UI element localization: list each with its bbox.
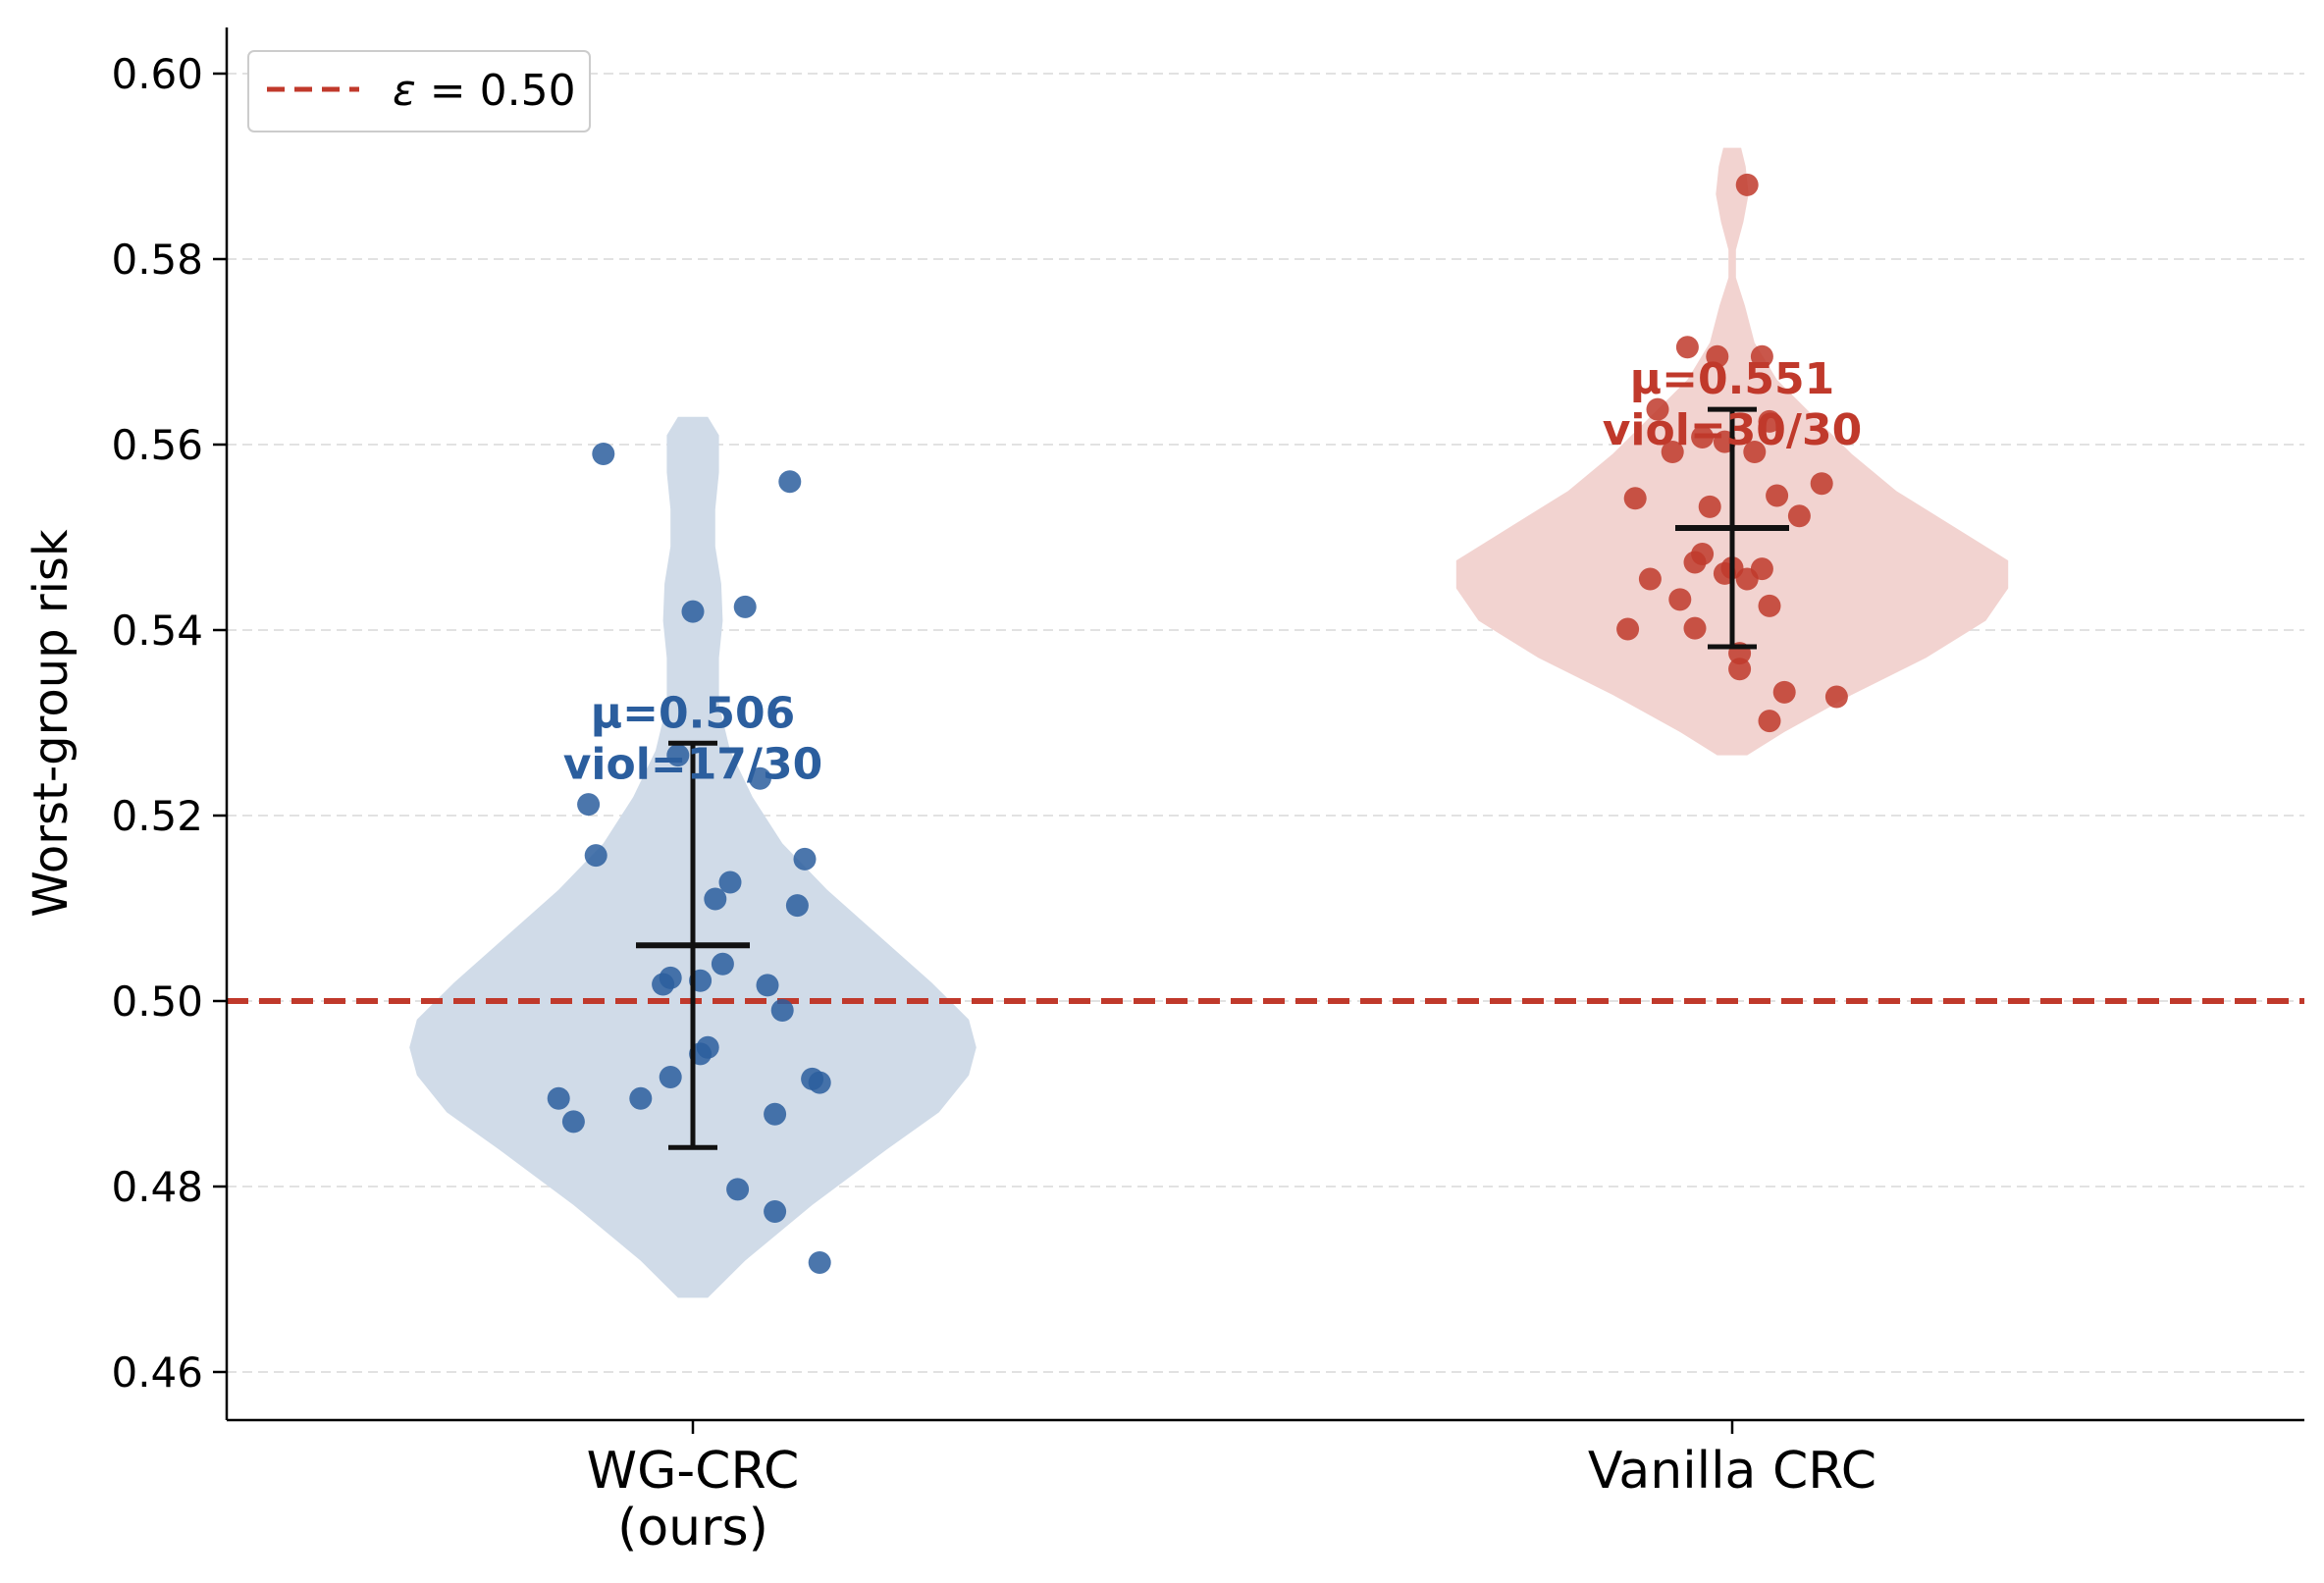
data-point	[577, 793, 601, 817]
y-axis-title: Worst-group risk	[24, 529, 79, 918]
axes	[225, 27, 2304, 1422]
y-tick-label: 0.54	[111, 607, 203, 655]
data-point	[652, 973, 675, 996]
legend-frame	[247, 50, 591, 132]
data-point	[666, 744, 690, 767]
mean-sd-bars	[636, 406, 1789, 1150]
data-point	[584, 844, 607, 868]
data-point	[1772, 680, 1796, 704]
data-point	[1668, 588, 1692, 611]
data-point	[592, 442, 615, 465]
data-point	[1683, 616, 1707, 640]
y-ticks: 0.46 0.48 0.50 0.52 0.54 0.56 0.58 0.60	[111, 50, 227, 1397]
data-point	[1735, 567, 1759, 591]
data-point	[681, 600, 705, 623]
mean-annotation: μ=0.551	[1630, 354, 1834, 404]
data-point	[547, 1086, 570, 1110]
data-point	[1675, 336, 1699, 359]
legend: ε = 0.50	[247, 50, 591, 132]
mean-annotation: μ=0.506	[591, 688, 795, 738]
data-point	[1787, 504, 1811, 528]
data-point	[629, 1086, 653, 1110]
data-point	[808, 1071, 831, 1094]
y-tick-label: 0.58	[111, 236, 203, 284]
data-point	[1623, 487, 1647, 510]
data-point	[1706, 344, 1729, 368]
data-point	[1758, 409, 1781, 433]
legend-label: ε = 0.50	[393, 66, 576, 116]
data-point	[756, 974, 779, 997]
data-point	[711, 952, 734, 976]
data-point	[1616, 617, 1640, 641]
data-point	[748, 766, 771, 790]
violation-annotation: viol=30/30	[1603, 405, 1862, 455]
data-point	[785, 894, 809, 918]
y-tick-label: 0.46	[111, 1348, 203, 1397]
data-point	[733, 595, 757, 618]
x-tick-label-line1: Vanilla CRC	[1588, 1442, 1876, 1501]
data-point	[704, 887, 727, 911]
data-point	[1824, 685, 1848, 709]
data-point	[764, 1102, 787, 1126]
data-point	[1698, 495, 1721, 518]
data-point	[1646, 397, 1669, 421]
y-tick-label: 0.50	[111, 977, 203, 1026]
y-tick-label: 0.48	[111, 1163, 203, 1211]
data-point	[1728, 658, 1752, 681]
data-point	[778, 470, 802, 494]
legend-epsilon: ε	[393, 66, 416, 116]
x-ticks: WG-CRC(ours) Vanilla CRC	[587, 1420, 1876, 1557]
data-point	[1735, 173, 1759, 196]
data-point	[1758, 594, 1781, 617]
data-point	[1661, 441, 1684, 464]
data-point	[659, 1065, 682, 1088]
data-point	[764, 1200, 787, 1224]
data-point	[770, 998, 794, 1022]
data-point	[793, 847, 817, 871]
x-tick-label-line2: (ours)	[617, 1499, 768, 1557]
y-tick-label: 0.52	[111, 792, 203, 840]
violation-annotation: viol=17/30	[563, 739, 822, 789]
data-point	[1810, 472, 1833, 496]
data-point	[1758, 710, 1781, 733]
data-points	[547, 173, 1848, 1274]
data-point	[718, 871, 742, 894]
data-point	[808, 1250, 831, 1274]
legend-value: = 0.50	[416, 66, 576, 116]
x-tick-label-line1: WG-CRC	[587, 1442, 800, 1501]
data-point	[1683, 551, 1707, 574]
data-point	[1750, 344, 1773, 368]
data-point	[1691, 425, 1715, 449]
data-point	[726, 1178, 750, 1201]
data-point	[1638, 567, 1662, 591]
data-point	[561, 1110, 585, 1134]
y-tick-label: 0.56	[111, 421, 203, 469]
y-tick-label: 0.60	[111, 50, 203, 98]
data-point	[1766, 484, 1789, 507]
data-point	[1743, 441, 1767, 464]
